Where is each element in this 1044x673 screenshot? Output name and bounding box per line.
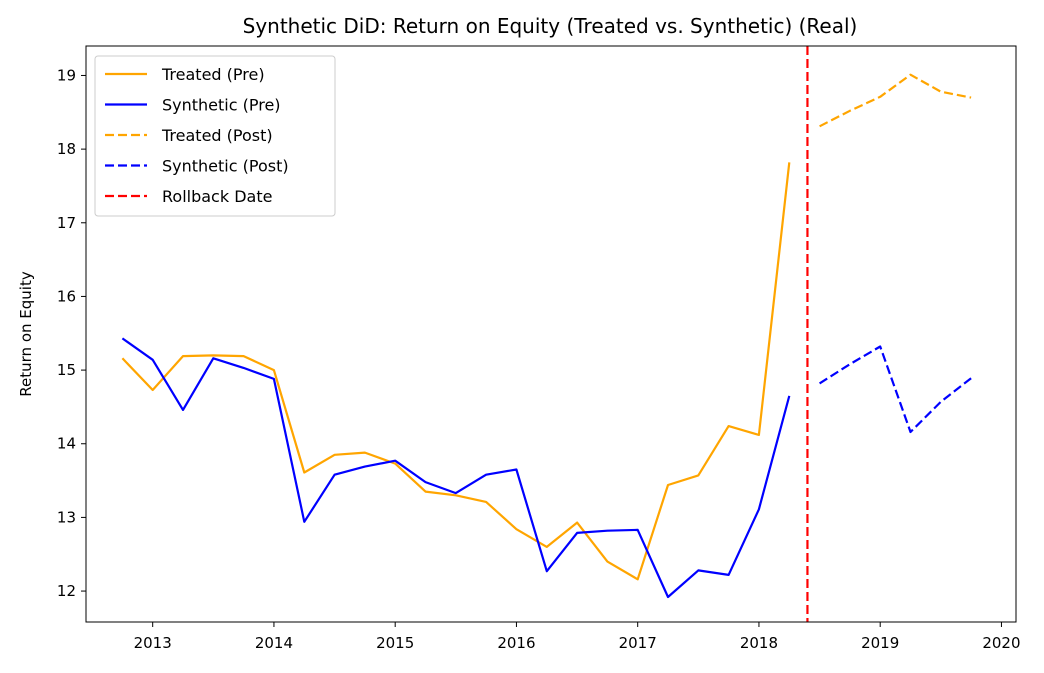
legend-label: Rollback Date bbox=[162, 187, 272, 206]
y-tick-label: 12 bbox=[57, 582, 76, 600]
y-tick-label: 17 bbox=[57, 214, 76, 232]
x-tick-label: 2016 bbox=[497, 634, 535, 652]
series-line-2 bbox=[121, 337, 791, 599]
y-tick-label: 19 bbox=[57, 66, 76, 84]
y-tick-label: 14 bbox=[57, 435, 76, 453]
legend-label: Synthetic (Pre) bbox=[162, 96, 281, 115]
x-tick-label: 2013 bbox=[134, 634, 172, 652]
series-lines bbox=[121, 73, 972, 599]
x-tick-label: 2018 bbox=[740, 634, 778, 652]
series-line-4 bbox=[819, 345, 972, 434]
legend-label: Synthetic (Post) bbox=[162, 157, 289, 176]
chart-title: Synthetic DiD: Return on Equity (Treated… bbox=[243, 14, 858, 38]
legend-label: Treated (Pre) bbox=[161, 65, 265, 84]
legend-box bbox=[94, 55, 336, 217]
plot-frame bbox=[85, 45, 1017, 623]
x-tick-label: 2015 bbox=[376, 634, 414, 652]
y-axis-label: Return on Equity bbox=[17, 271, 35, 397]
y-tick-label: 13 bbox=[57, 508, 76, 526]
y-tick-label: 15 bbox=[57, 361, 76, 379]
axes: 2013 2014 2015 2016 2017 2018 2019 2020 12 13 14 15… bbox=[57, 45, 1021, 652]
legend-label: Treated (Post) bbox=[161, 126, 273, 145]
x-tick-label: 2017 bbox=[619, 634, 657, 652]
x-tick-label: 2019 bbox=[861, 634, 899, 652]
y-tick-label: 16 bbox=[57, 287, 76, 305]
series-line-3 bbox=[819, 73, 972, 128]
series-line-1 bbox=[121, 162, 791, 581]
x-tick-label: 2014 bbox=[255, 634, 293, 652]
y-tick-label: 18 bbox=[57, 140, 76, 158]
x-tick-label: 2020 bbox=[982, 634, 1020, 652]
legend: Treated (Pre) Synthetic (Pre) Treated (Pos… bbox=[94, 55, 336, 217]
